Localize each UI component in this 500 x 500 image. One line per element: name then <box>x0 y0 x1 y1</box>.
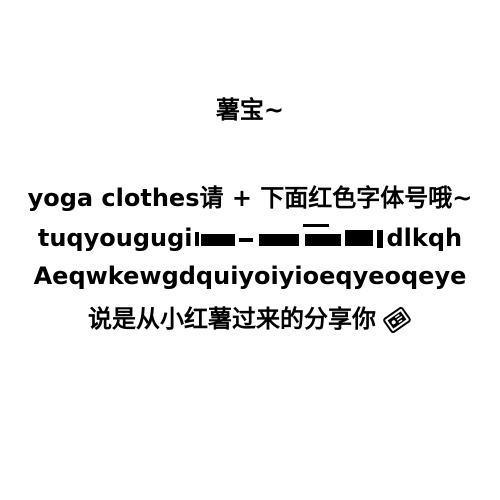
share-line: 说是从小红薯过来的分享你 <box>0 306 500 334</box>
random-text-line: Aeqwkewgdquiyoiyioeqyeoqeye <box>33 262 467 290</box>
greeting-title: 薯宝~ <box>215 96 285 124</box>
code-prefix: tuqyougugi <box>37 224 193 252</box>
code-suffix: dlkqh <box>386 224 463 252</box>
share-tag-icon <box>383 306 411 334</box>
share-text: 说是从小红薯过来的分享你 <box>88 305 376 333</box>
instruction-line: yoga clothes请 + 下面红色字体号哦~ <box>27 184 473 212</box>
code-line: tuqyougugi dlkqh <box>0 224 500 252</box>
redacted-block <box>194 224 385 248</box>
